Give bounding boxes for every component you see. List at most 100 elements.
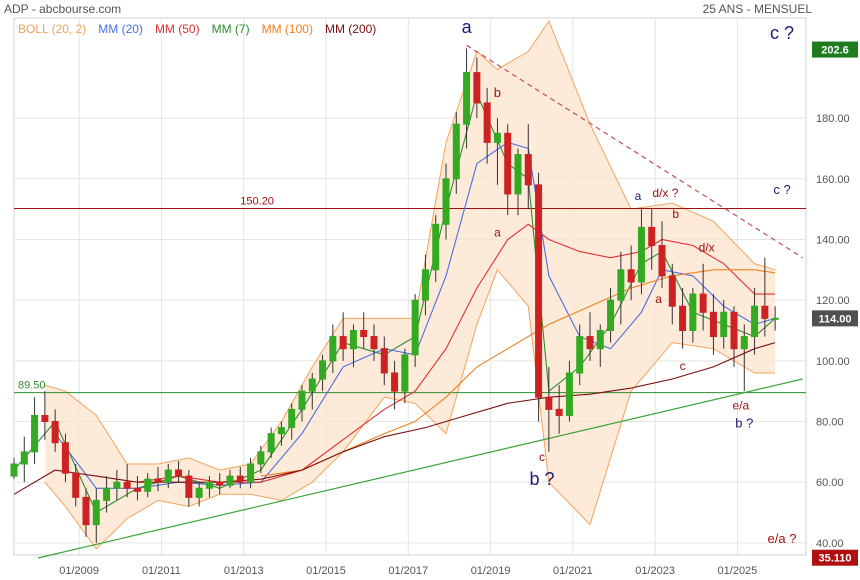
candle-body — [103, 487, 111, 501]
candle-body — [123, 481, 131, 489]
candle-body — [751, 305, 759, 338]
candle-body — [699, 293, 707, 313]
wave-annotation: a — [635, 189, 642, 203]
candle-body — [360, 329, 368, 338]
wave-annotation: d/x ? — [652, 186, 678, 200]
candle-body — [545, 396, 553, 410]
y-tick-label: 80.00 — [816, 417, 844, 429]
candle-body — [257, 451, 265, 465]
price-marker-label: 202.6 — [821, 45, 849, 57]
wave-annotation: a — [494, 225, 501, 239]
trendline-support — [37, 378, 803, 559]
candle-body — [113, 481, 121, 489]
candle-body — [493, 132, 501, 143]
candle-body — [771, 317, 779, 320]
wave-annotation: c — [680, 359, 686, 373]
candle-body — [761, 305, 769, 319]
y-tick-label: 140.00 — [816, 234, 850, 246]
candle-body — [607, 299, 615, 331]
wave-annotation: e/a ? — [768, 531, 797, 546]
wave-annotation: c — [539, 450, 545, 464]
candle-body — [216, 481, 224, 486]
candle-body — [411, 299, 419, 356]
candle-body — [319, 360, 327, 380]
y-tick-label: 60.00 — [816, 477, 844, 489]
price-marker-box — [812, 310, 858, 327]
wave-annotation: c ? — [770, 23, 794, 43]
candle-body — [679, 305, 687, 331]
candle-body — [555, 408, 563, 416]
candle-body — [658, 245, 666, 277]
candle-body — [51, 421, 59, 444]
x-tick-label: 01/2009 — [59, 565, 99, 577]
candle-body — [226, 475, 234, 486]
candle-body — [401, 354, 409, 392]
ma-line — [137, 223, 776, 483]
wave-annotation: a — [655, 292, 662, 306]
candle-body — [648, 226, 656, 247]
candle-body — [535, 184, 543, 398]
x-tick-label: 01/2019 — [471, 565, 511, 577]
candle-body — [236, 475, 244, 483]
candle-body — [288, 408, 296, 429]
x-tick-label: 01/2013 — [224, 565, 264, 577]
candle-body — [586, 336, 594, 350]
candle-body — [92, 499, 100, 526]
price-marker-label: 114.00 — [818, 313, 851, 325]
wave-annotation: e/a — [733, 398, 750, 412]
candle-body — [195, 487, 203, 498]
candle-body — [596, 329, 604, 350]
candle-body — [339, 336, 347, 350]
level-label: 150.20 — [240, 196, 274, 208]
candle-body — [164, 469, 172, 483]
candle-body — [133, 487, 141, 492]
candle-body — [565, 372, 573, 416]
wave-annotation: b ? — [735, 416, 753, 431]
candle-body — [370, 336, 378, 350]
legend-item: BOLL (20, 2) — [18, 22, 87, 36]
candle-body — [668, 275, 676, 307]
candle-body — [175, 469, 183, 477]
y-tick-label: 160.00 — [816, 174, 850, 186]
x-tick-label: 01/2017 — [388, 565, 428, 577]
candle-body — [709, 311, 717, 338]
price-marker-box — [812, 41, 858, 58]
wave-annotation: b ? — [529, 469, 554, 489]
candle-body — [627, 269, 635, 283]
candle-body — [720, 311, 728, 338]
chart-period-label: 25 ANS - MENSUEL — [702, 2, 812, 16]
candle-body — [432, 223, 440, 271]
candle-body — [504, 132, 512, 195]
candle-body — [10, 463, 18, 477]
candle-body — [463, 72, 471, 125]
candle-body — [185, 475, 193, 498]
candle-body — [740, 336, 748, 350]
candle-body — [82, 496, 90, 526]
candle-body — [61, 442, 69, 474]
candle-body — [421, 269, 429, 301]
wave-annotation: a — [462, 17, 473, 37]
candle-body — [380, 348, 388, 374]
candle-body — [442, 178, 450, 225]
legend-item: MM (20) — [98, 22, 143, 36]
candle-body — [247, 463, 255, 483]
candle-body — [267, 433, 275, 453]
legend-item: MM (7) — [211, 22, 250, 36]
candle-body — [41, 414, 49, 423]
chart-source-title: ADP - abcbourse.com — [4, 2, 122, 16]
legend-item: MM (100) — [261, 22, 313, 36]
candle-body — [277, 427, 285, 435]
wave-annotation: d/x — [699, 241, 715, 255]
candle-body — [483, 102, 491, 143]
ma-line — [260, 269, 776, 477]
y-tick-label: 100.00 — [816, 356, 850, 368]
y-tick-label: 180.00 — [816, 113, 850, 125]
wave-annotation: b — [672, 207, 679, 221]
wave-annotation: b — [494, 85, 501, 100]
candle-body — [329, 336, 337, 362]
candle-body — [524, 154, 532, 186]
candle-body — [72, 472, 80, 498]
candle-body — [205, 481, 213, 489]
candle-body — [514, 154, 522, 195]
